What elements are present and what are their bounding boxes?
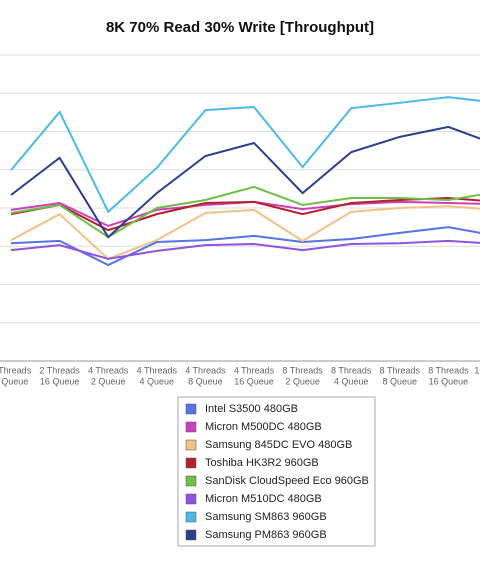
x-tick-label: 2 Threads xyxy=(39,365,80,375)
legend-swatch xyxy=(185,529,197,541)
legend-box xyxy=(177,396,376,547)
series-line xyxy=(10,185,480,239)
series-line xyxy=(10,125,480,239)
legend-swatch xyxy=(185,475,197,487)
x-tick-label: 4 Threads xyxy=(185,365,226,375)
legend-swatch xyxy=(185,421,197,433)
x-tick-label: 16 Threads xyxy=(474,365,480,375)
x-tick-label: 2 Threads xyxy=(0,365,32,375)
legend-label: SanDisk CloudSpeed Eco 960GB xyxy=(205,475,369,487)
legend-swatch xyxy=(185,439,197,451)
x-tick-label: 4 Queue xyxy=(334,376,369,386)
legend-swatch xyxy=(185,493,197,505)
x-tick-label: 4 Threads xyxy=(137,365,178,375)
legend-swatch xyxy=(185,403,197,415)
legend-label: Micron M510DC 480GB xyxy=(205,493,322,505)
x-tick-label: 8 Queue xyxy=(0,376,28,386)
series-line xyxy=(10,226,480,267)
legend-label: Micron M500DC 480GB xyxy=(205,421,322,433)
legend-label: Samsung PM863 960GB xyxy=(205,529,327,541)
legend-swatch xyxy=(185,457,197,469)
x-tick-label: 8 Threads xyxy=(282,365,323,375)
legend-label: Samsung 845DC EVO 480GB xyxy=(205,439,352,451)
x-tick-label: 8 Threads xyxy=(380,365,421,375)
series-line xyxy=(10,205,480,261)
legend-swatch xyxy=(185,511,197,523)
x-tick-label: 8 Threads xyxy=(428,365,469,375)
series-line xyxy=(10,239,480,260)
x-tick-label: 16 Queue xyxy=(40,376,80,386)
x-tick-label: 4 Queue xyxy=(140,376,175,386)
x-tick-label: 2 Queue xyxy=(91,376,126,386)
x-tick-label: 8 Queue xyxy=(383,376,418,386)
legend-label: Intel S3500 480GB xyxy=(205,403,298,415)
x-tick-label: 4 Threads xyxy=(88,365,129,375)
series-line xyxy=(10,200,480,228)
x-tick-label: 2 Queue xyxy=(285,376,320,386)
x-tick-label: 4 Threads xyxy=(234,365,275,375)
legend-label: Samsung SM863 960GB xyxy=(205,511,327,523)
x-tick-label: 16 Queue xyxy=(234,376,274,386)
series-line xyxy=(10,96,480,214)
x-tick-label: 8 Threads xyxy=(331,365,372,375)
x-tick-label: 16 Queue xyxy=(429,376,469,386)
legend-label: Toshiba HK3R2 960GB xyxy=(205,457,319,469)
chart-title: 8K 70% Read 30% Write [Throughput] xyxy=(106,19,374,36)
x-tick-label: 8 Queue xyxy=(188,376,223,386)
